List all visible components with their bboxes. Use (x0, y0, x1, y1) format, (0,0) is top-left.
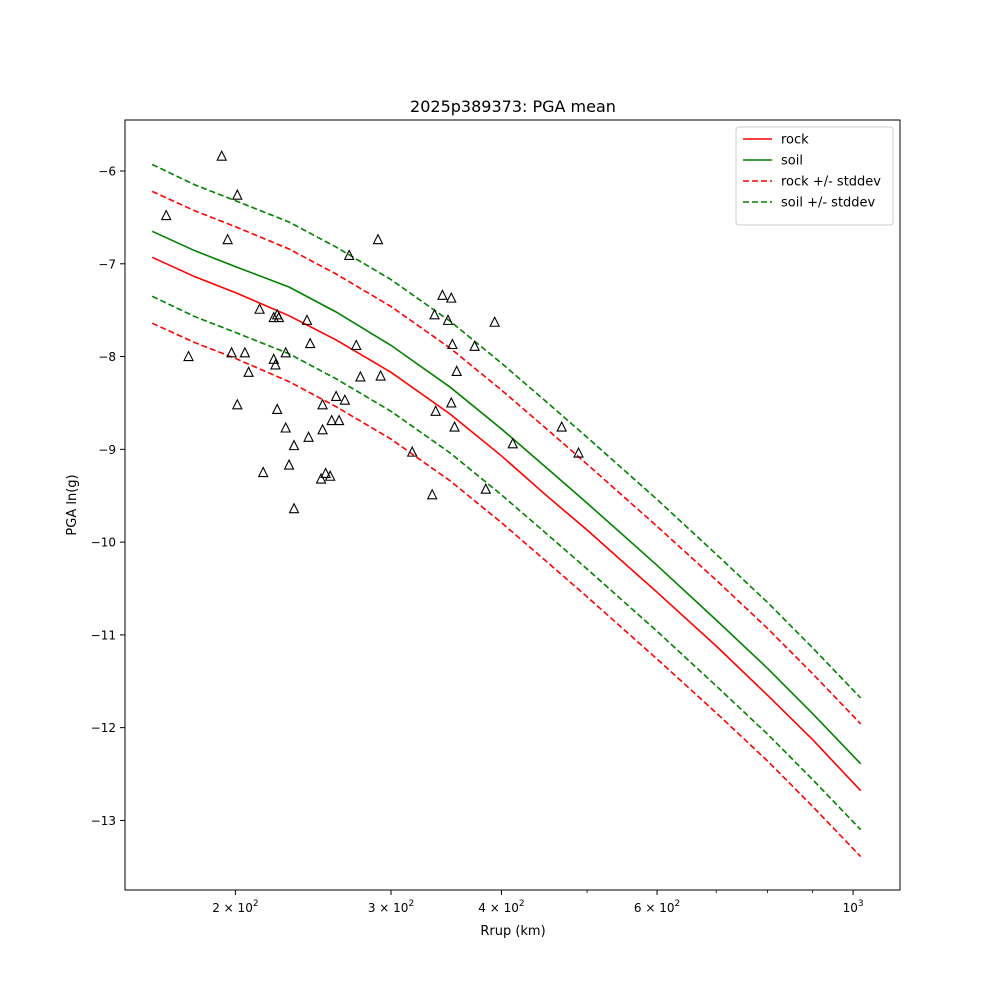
observation-point (254, 303, 265, 314)
observation-point (489, 316, 501, 327)
legend-box (735, 126, 894, 226)
y-tick-label: −11 (91, 628, 116, 642)
observation-point (160, 209, 172, 221)
plot-frame (124, 119, 901, 891)
legend-label: rock (781, 133, 809, 148)
observation-point (216, 149, 228, 161)
observation-point (226, 346, 237, 358)
y-axis-ticks: −6 −7 −8 −9 −10 −11 −12 −13 (91, 165, 125, 828)
series-line-2 (151, 190, 862, 725)
series-line-5 (151, 295, 862, 831)
observation-point (326, 414, 338, 426)
x-axis-label: Rrup (km) (480, 924, 545, 939)
observation-point (288, 439, 300, 451)
legend: rock soil rock +/- stddev soil +/- stddev (735, 126, 894, 226)
observations-layer (160, 149, 584, 514)
observation-point (231, 398, 243, 410)
observation-point (406, 445, 418, 457)
series-line-3 (151, 322, 862, 858)
observation-point (507, 437, 519, 449)
observation-point (469, 340, 481, 351)
observation-point (317, 423, 328, 435)
observation-point (480, 482, 492, 494)
observation-point (315, 472, 327, 484)
observation-point (355, 370, 366, 382)
observation-point (231, 188, 243, 200)
observation-point (339, 393, 351, 405)
y-tick-label: −10 (91, 536, 116, 550)
observation-point (445, 396, 457, 408)
observation-point (343, 249, 355, 260)
observation-point (183, 350, 194, 362)
y-tick-label: −12 (91, 721, 116, 735)
observation-point (283, 458, 295, 470)
observation-point (372, 233, 384, 245)
observation-point (437, 289, 448, 300)
observation-point (446, 338, 458, 350)
observation-point (442, 314, 454, 325)
observation-point (273, 311, 285, 323)
x-tick-label: 103 (843, 899, 864, 915)
legend-label: rock +/- stddev (781, 175, 881, 190)
x-tick-label: 3 × 102 (368, 899, 414, 915)
y-tick-label: −6 (98, 165, 116, 179)
x-tick-label: 2 × 102 (212, 899, 258, 915)
chart-title: 2025p389373: PGA mean (410, 97, 616, 116)
observation-point (222, 233, 234, 245)
observation-point (350, 339, 362, 350)
legend-label: soil +/- stddev (781, 196, 876, 211)
observation-point (304, 337, 316, 349)
observation-point (280, 421, 292, 433)
observation-point (429, 308, 440, 320)
observation-point (449, 420, 460, 432)
series-layer (151, 163, 862, 858)
y-axis-label: PGA ln(g) (65, 474, 80, 535)
observation-point (243, 366, 255, 377)
observation-point (317, 398, 328, 410)
observation-point (573, 446, 584, 458)
observation-point (271, 403, 283, 414)
y-tick-label: −9 (98, 443, 116, 457)
y-tick-label: −7 (98, 257, 116, 271)
observation-point (556, 420, 568, 432)
observation-point (324, 470, 336, 481)
observation-point (451, 365, 463, 376)
observation-point (445, 291, 457, 303)
x-tick-label: 6 × 102 (634, 899, 680, 915)
observation-point (426, 488, 438, 500)
observation-point (270, 358, 281, 370)
x-tick-label: 4 × 102 (478, 899, 524, 915)
observation-point (303, 431, 314, 442)
observation-point (280, 346, 292, 358)
observation-point (301, 314, 313, 325)
observation-point (330, 390, 342, 402)
series-line-1 (151, 230, 862, 765)
observation-point (430, 405, 442, 416)
observation-point (268, 311, 280, 323)
observation-point (333, 414, 345, 426)
observation-point (288, 502, 300, 514)
y-tick-label: −8 (98, 350, 116, 364)
observation-point (257, 466, 269, 478)
series-line-4 (151, 163, 862, 699)
observation-point (239, 346, 251, 358)
observation-point (375, 369, 387, 381)
x-axis-ticks: 2 × 102 3 × 102 4 × 102 6 × 102 103 (212, 890, 864, 915)
legend-label: soil (781, 154, 803, 169)
y-tick-label: −13 (91, 814, 116, 828)
observation-point (320, 467, 332, 479)
series-line-0 (151, 256, 862, 792)
